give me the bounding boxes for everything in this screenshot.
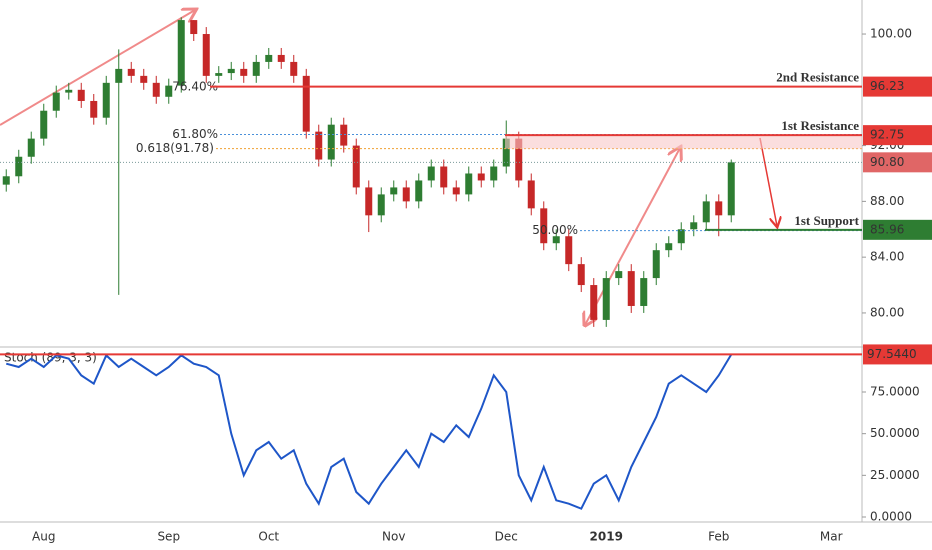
candle-body [265, 54, 273, 62]
candle-body [702, 201, 710, 223]
candle-body [440, 166, 448, 188]
level-box [863, 344, 932, 365]
candle-body [140, 75, 148, 83]
candle-body [602, 278, 610, 320]
y-tick-label: 75.0000 [870, 385, 920, 399]
x-tick-label: Oct [258, 530, 279, 544]
candle-body [590, 285, 598, 320]
candle-body [177, 20, 185, 86]
candle-body [215, 73, 223, 76]
last-price-label: 90.80 [870, 155, 904, 169]
level-value: 85.96 [870, 222, 904, 236]
candle-body [365, 187, 373, 216]
candle-body [527, 180, 535, 209]
candle-body [465, 173, 473, 195]
level-name: 2nd Resistance [776, 70, 859, 85]
candle-body [727, 162, 735, 216]
candle-body [27, 138, 35, 157]
y-tick-label: 84.00 [870, 250, 904, 264]
candle-body [690, 222, 698, 230]
candle-body [640, 278, 648, 306]
candle-body [302, 75, 310, 132]
candle-body [515, 138, 523, 181]
candle-body [52, 92, 60, 111]
fib-label: 76.40% [172, 80, 218, 94]
candle-body [352, 145, 360, 188]
candle-body [502, 138, 510, 167]
candle-body [77, 89, 85, 101]
candle-body [627, 271, 635, 306]
indicator-label: Stoch (89, 3, 3) [4, 351, 97, 365]
target-arrow [759, 137, 777, 226]
candle-body [65, 89, 73, 93]
level-box [863, 76, 932, 97]
candle-body [652, 250, 660, 279]
candle-body [15, 156, 23, 177]
candle-body [540, 208, 548, 244]
x-tick-label: Dec [495, 530, 518, 544]
candle-body [315, 131, 323, 160]
candle-body [2, 176, 10, 185]
level-box [863, 219, 932, 240]
level-value: 97.5440 [867, 347, 917, 361]
candle-body [102, 82, 110, 118]
level-box [863, 125, 932, 146]
candle-body [327, 124, 335, 160]
candle-body [415, 180, 423, 202]
x-tick-label: Mar [820, 530, 843, 544]
candle-body [402, 187, 410, 202]
level-name: 1st Resistance [781, 118, 859, 133]
candle-body [477, 173, 485, 181]
y-tick-label: 88.00 [870, 194, 904, 208]
candle-body [115, 68, 123, 83]
candle-body [165, 85, 173, 97]
resistance-zone [505, 135, 862, 149]
candle-body [152, 82, 160, 97]
candle-body [452, 187, 460, 195]
candle-body [490, 166, 498, 181]
candle-body [377, 194, 385, 216]
candle-body [190, 20, 198, 35]
x-tick-label: Feb [708, 530, 729, 544]
x-tick-label: Nov [382, 530, 405, 544]
fib-label: 50.00% [532, 223, 578, 237]
candle-body [677, 229, 685, 244]
candle-body [227, 68, 235, 74]
candle-body [277, 54, 285, 62]
x-tick-label: Aug [32, 530, 55, 544]
candle-body [90, 100, 98, 118]
trend-arrow [0, 10, 195, 126]
candle-body [715, 201, 723, 216]
level-value: 92.75 [870, 128, 904, 142]
y-tick-label: 0.0000 [870, 510, 912, 524]
candle-body [665, 243, 673, 251]
x-tick-label: 2019 [590, 530, 623, 544]
fib-label: 61.80% [172, 127, 218, 141]
candle-body [127, 68, 135, 76]
candle-body [202, 34, 210, 76]
candle-body [240, 68, 248, 76]
candle-body [252, 61, 260, 76]
x-tick-label: Sep [157, 530, 180, 544]
candle-body [565, 236, 573, 265]
y-tick-label: 80.00 [870, 305, 904, 319]
last-price-box [863, 152, 932, 173]
trend-arrow [585, 148, 680, 325]
candle-body [390, 187, 398, 195]
candle-body [615, 271, 623, 279]
level-value: 96.23 [870, 79, 904, 93]
candle-body [552, 236, 560, 244]
candle-body [427, 166, 435, 181]
y-tick-label: 25.0000 [870, 468, 920, 482]
candle-body [290, 61, 298, 76]
candle-body [340, 124, 348, 146]
candle-body [40, 110, 48, 139]
candle-body [577, 264, 585, 286]
fib-label: 0.618(91.78) [136, 141, 214, 155]
level-name: 1st Support [794, 213, 859, 228]
stoch-line [5, 353, 733, 510]
y-tick-label: 100.00 [870, 27, 912, 41]
y-tick-label: 50.0000 [870, 426, 920, 440]
